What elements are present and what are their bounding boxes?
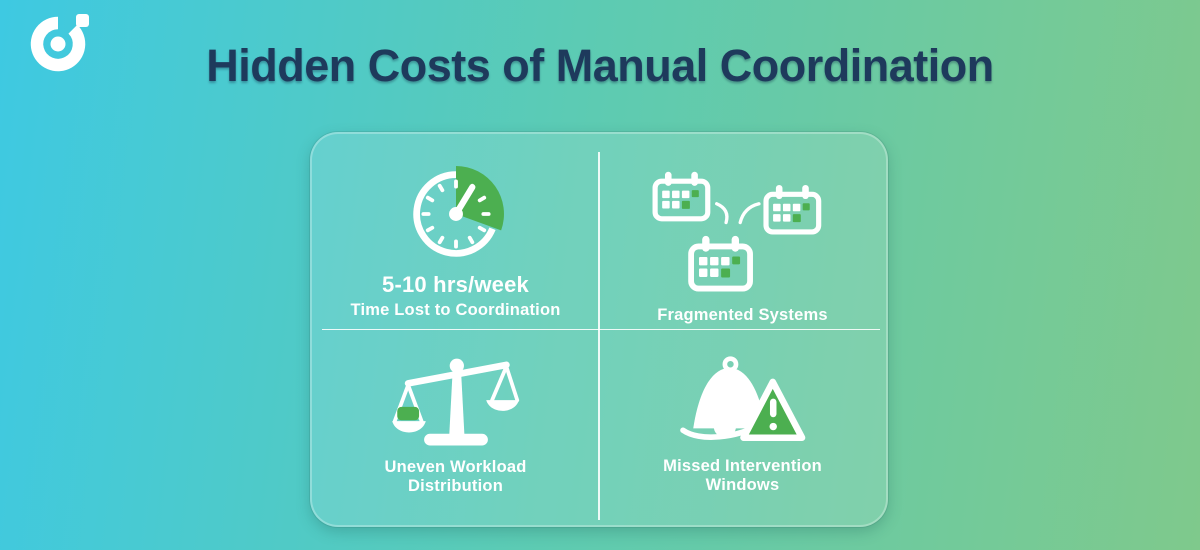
cost-card: 5-10 hrs/week Time Lost to Coordination bbox=[310, 132, 888, 527]
quadrant-headline: 5-10 hrs/week bbox=[382, 272, 529, 297]
bell-alert-icon bbox=[679, 354, 806, 447]
link-arc-right bbox=[738, 202, 761, 225]
brand-logo-icon bbox=[30, 12, 90, 74]
brand-logo-glyph bbox=[30, 14, 89, 72]
vertical-divider bbox=[598, 152, 600, 520]
clock-icon bbox=[408, 166, 504, 262]
unbalanced-scale-icon bbox=[391, 354, 520, 448]
link-arc-left bbox=[714, 202, 729, 225]
workload-block bbox=[396, 406, 419, 420]
quadrant-fragmented-systems: Fragmented Systems bbox=[599, 134, 886, 330]
quadrant-missed-windows: Missed Intervention Windows bbox=[599, 330, 886, 526]
page-title: Hidden Costs of Manual Coordination bbox=[206, 40, 994, 91]
quadrant-label: Time Lost to Coordination bbox=[350, 301, 561, 319]
bell-clapper bbox=[713, 426, 736, 438]
quadrant-label: Missed Intervention Windows bbox=[663, 456, 822, 495]
quadrant-time-lost: 5-10 hrs/week Time Lost to Coordination bbox=[312, 134, 599, 330]
quadrant-uneven-workload: Uneven Workload Distribution bbox=[312, 330, 599, 526]
linked-calendars-icon bbox=[649, 166, 837, 296]
horizontal-divider bbox=[322, 328, 880, 331]
quadrant-label: Uneven Workload Distribution bbox=[384, 457, 527, 496]
quadrant-label: Fragmented Systems bbox=[657, 306, 828, 324]
